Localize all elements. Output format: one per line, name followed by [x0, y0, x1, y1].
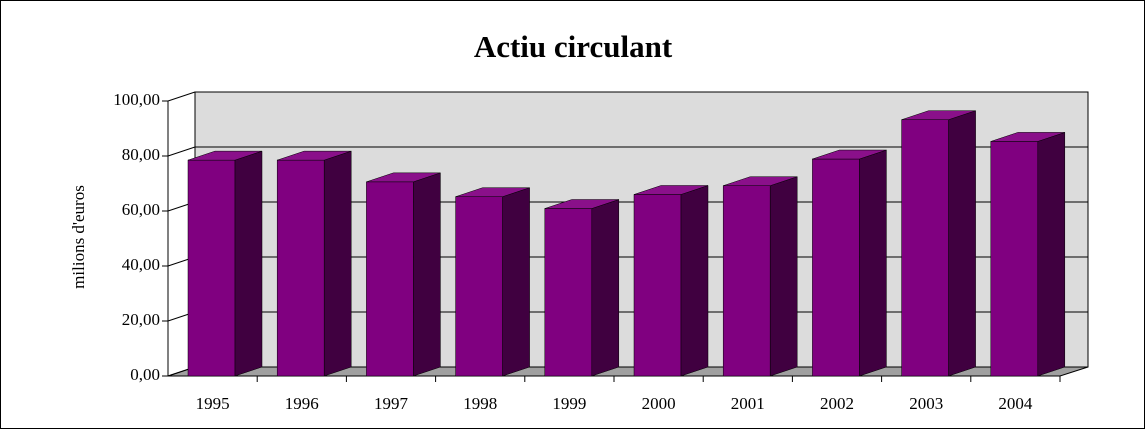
bar-top — [812, 149, 887, 160]
bar-side — [413, 172, 441, 377]
y-tick-label: 0,00 — [130, 365, 160, 384]
y-tick-label: 40,00 — [122, 255, 160, 274]
y-tick-label: 80,00 — [122, 145, 160, 164]
bar-side — [859, 149, 887, 377]
bar-side — [323, 150, 352, 377]
bar — [276, 159, 325, 377]
x-tick-label: 2000 — [642, 394, 676, 413]
y-tick-label: 20,00 — [122, 310, 160, 329]
bar — [901, 119, 949, 377]
x-tick-label: 2004 — [998, 394, 1033, 413]
bar-side — [502, 187, 530, 377]
x-tick-label: 2002 — [820, 394, 854, 413]
y-tick-label: 60,00 — [122, 200, 160, 219]
bar-side — [948, 110, 976, 377]
bar-top — [723, 176, 798, 186]
bar-side — [769, 176, 798, 377]
bar-top — [455, 187, 530, 197]
x-tick-label: 1995 — [196, 394, 230, 413]
chart-title: Actiu circulant — [474, 29, 673, 64]
bar — [633, 194, 682, 377]
bar — [990, 141, 1039, 377]
x-tick-label: 1997 — [374, 394, 409, 413]
bar-top — [366, 172, 441, 183]
bar-top — [633, 185, 709, 195]
bar — [812, 158, 860, 377]
grid-line — [167, 91, 196, 102]
bar — [455, 196, 503, 377]
bar-side — [1037, 132, 1066, 377]
bar-top — [990, 132, 1065, 142]
x-tick-label: 1998 — [463, 394, 497, 413]
bar — [544, 208, 593, 377]
bar-top — [187, 150, 263, 161]
bar — [722, 185, 771, 377]
x-tick-label: 2001 — [731, 394, 765, 413]
bar-top — [544, 199, 619, 209]
x-tick-label: 2003 — [909, 394, 943, 413]
y-tick-label: 100,00 — [113, 90, 160, 109]
y-axis-label: milions d'euros — [69, 185, 88, 289]
bar-side — [680, 185, 709, 377]
x-tick-label: 1999 — [552, 394, 586, 413]
grid-line — [167, 146, 196, 157]
bar-top — [901, 110, 976, 120]
bar-top — [277, 150, 352, 161]
bar — [366, 181, 414, 377]
x-tick-label: 1996 — [285, 394, 319, 413]
bar-side — [591, 199, 620, 377]
bar — [187, 159, 236, 377]
bar-side — [234, 150, 263, 377]
